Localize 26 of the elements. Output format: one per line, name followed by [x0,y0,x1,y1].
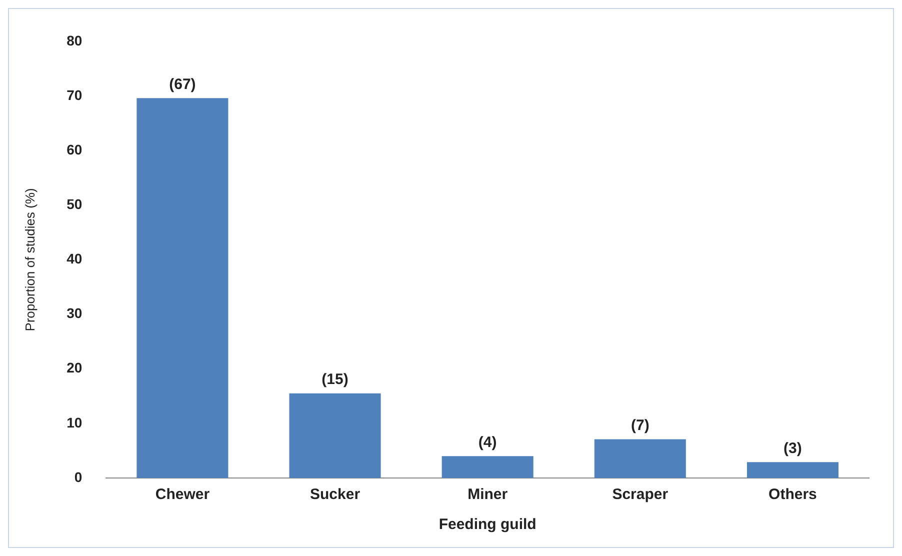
y-tick-label: 0 [74,468,82,485]
y-tick-label: 60 [66,141,82,158]
y-tick-label: 10 [66,414,82,430]
annotation: (67) [169,76,196,93]
bar [746,462,838,478]
y-tick-label: 80 [66,32,82,48]
x-tick-label: Others [768,486,817,504]
y-tick-label: 40 [66,250,82,267]
bar [136,98,228,478]
x-tick-label: Chewer [155,486,210,504]
annotation: (15) [322,371,348,388]
annotation: (3) [784,440,802,457]
bar [289,393,381,478]
x-tick-label: Scraper [612,486,668,504]
annotation: (4) [478,434,497,451]
y-tick-label: 50 [66,196,82,212]
y-tick-label: 70 [66,86,82,103]
bar [594,439,686,478]
y-axis-title: Proportion of studies (%) [22,188,38,332]
annotation: (7) [630,416,650,434]
bar [442,456,534,478]
y-tick-label: 30 [66,305,82,322]
y-tick-label: 20 [66,360,82,376]
x-tick-label: Miner [468,486,508,504]
x-axis-title: Feeding guild [438,516,536,534]
x-tick-label: Sucker [310,486,360,504]
